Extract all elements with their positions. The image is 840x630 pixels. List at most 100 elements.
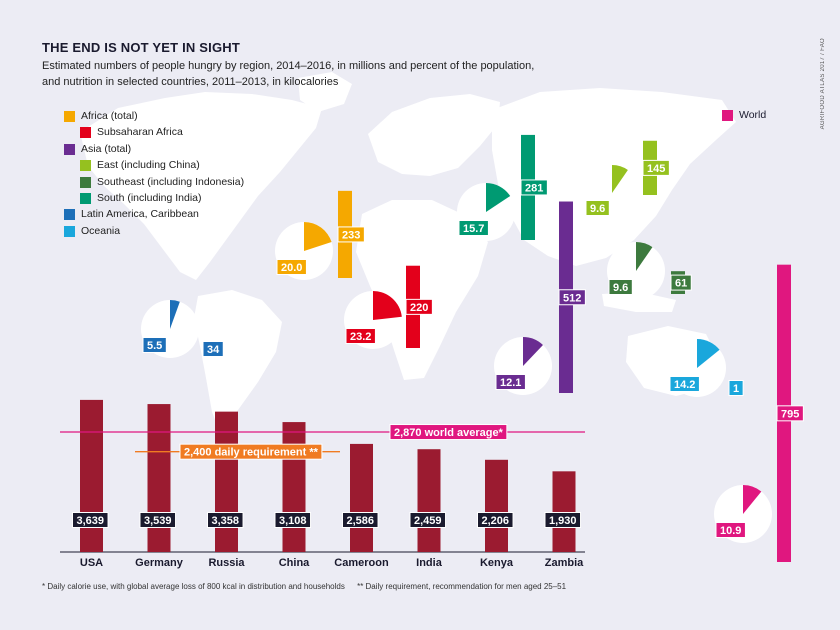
region-east-including-china-percent-label-text: 9.6 (590, 203, 605, 215)
region-world-pie-slice (743, 485, 762, 514)
world-average-label: 2,870 world average* (389, 424, 508, 441)
calorie-bar-india (417, 449, 441, 552)
category-label-cameroon: Cameroon (334, 557, 389, 569)
region-africa-total-percent-label: 20.0 (276, 259, 307, 275)
calorie-value-india: 2,459 (409, 512, 447, 528)
legend-swatch (64, 209, 75, 221)
region-east-including-china-pie-slice (612, 165, 628, 193)
category-label-russia: Russia (208, 557, 245, 569)
region-latin-america-caribbean-value-label: 34 (202, 341, 224, 357)
africa-shape (356, 200, 488, 380)
subtitle-line-2: and nutrition in selected countries, 201… (42, 76, 339, 88)
calorie-value-china-box (274, 512, 312, 528)
calorie-bar-cameroon (350, 443, 373, 552)
legend-label: Africa (total) (81, 110, 138, 122)
legend-label: Latin America, Caribbean (81, 208, 199, 221)
subtitle-line-1: Estimated numbers of people hungry by re… (42, 60, 535, 72)
region-south-including-india-pie-slice (486, 183, 511, 212)
region-east-including-china-value-label-box (642, 159, 670, 176)
region-oceania-value-label-box (728, 380, 744, 396)
world-legend-label: World (739, 109, 767, 121)
calorie-value-usa-box (72, 512, 109, 528)
legend-label: Asia (total) (81, 142, 132, 155)
calorie-value-germany-text: 3,539 (144, 515, 172, 527)
calorie-value-india-text: 2,459 (414, 515, 442, 527)
region-southeast-including-indonesia-pie-slice (636, 242, 653, 271)
region-world-percent-label-text: 10.9 (720, 525, 741, 537)
legend-swatch (80, 160, 91, 172)
region-africa-total-pie-slice (304, 222, 332, 251)
region-oceania-percent-label: 14.2 (669, 376, 700, 392)
calorie-value-usa: 3,639 (72, 512, 109, 528)
category-label-usa: USA (80, 557, 103, 569)
region-asia-total-value-label: 512 (558, 289, 586, 306)
region-east-including-china-percent-label-box (585, 200, 610, 216)
calorie-value-china-text: 3,108 (279, 515, 307, 527)
region-world-value-label: 795 (776, 405, 804, 422)
europe-shape (368, 94, 500, 176)
legend-label: South (including India) (97, 191, 202, 204)
region-subsaharan-africa-value-label-text: 220 (410, 302, 428, 314)
region-subsaharan-africa-percent-label: 23.2 (345, 328, 376, 344)
legend-label: Subsaharan Africa (97, 126, 183, 139)
region-southeast-including-indonesia-value-label-box (670, 274, 692, 291)
calorie-value-kenya-box (477, 512, 514, 528)
daily-requirement-label: 2,400 daily requirement ** (179, 443, 323, 460)
region-latin-america-caribbean-percent-label-text: 5.5 (147, 340, 162, 352)
calorie-bar-russia (215, 411, 238, 552)
calorie-value-cameroon-box (342, 512, 379, 528)
chart-title: THE END IS NOT YET IN SIGHT (42, 40, 241, 55)
calorie-value-germany-box (139, 512, 177, 528)
north-america-shape (80, 92, 322, 280)
calorie-value-russia-box (207, 512, 244, 528)
region-subsaharan-africa-value-label: 220 (405, 298, 433, 315)
calorie-bar-zambia (552, 471, 576, 552)
calorie-value-kenya: 2,206 (477, 512, 514, 528)
calorie-bar-germany (147, 404, 171, 552)
calorie-bar-usa (80, 399, 103, 552)
calorie-value-zambia-box (544, 512, 582, 528)
calorie-bar-kenya (485, 459, 508, 552)
region-east-including-china-percent-label: 9.6 (585, 200, 610, 216)
world-average-label-box (389, 424, 508, 441)
category-label-germany: Germany (135, 557, 184, 569)
region-latin-america-caribbean-value-label-box (202, 341, 224, 357)
greenland-shape (298, 72, 352, 112)
region-subsaharan-africa-value-label-box (405, 298, 433, 315)
calorie-value-cameroon: 2,586 (342, 512, 379, 528)
world-legend-swatch (722, 110, 733, 121)
calorie-value-russia-text: 3,358 (212, 515, 240, 527)
legend-swatch (64, 143, 75, 155)
legend-swatch (80, 192, 91, 204)
legend-swatch (80, 127, 91, 139)
region-south-including-india-value-label-box (520, 179, 548, 196)
region-southeast-including-indonesia-percent-label: 9.6 (608, 279, 633, 295)
region-world-percent-label-box (715, 522, 746, 538)
daily-requirement-label-box (179, 443, 323, 460)
region-subsaharan-africa-pie-slice (373, 291, 402, 320)
indonesia-shape (602, 292, 676, 312)
region-asia-total-value-label-box (558, 289, 586, 306)
region-latin-america-caribbean-percent-label: 5.5 (142, 337, 167, 353)
region-southeast-including-indonesia-value-label: 61 (670, 274, 692, 291)
calorie-value-zambia-text: 1,930 (549, 515, 577, 527)
category-label-china: China (279, 557, 310, 569)
footnote-daily-requirement: ** Daily requirement, recommendation for… (357, 582, 567, 591)
region-subsaharan-africa-percent-label-text: 23.2 (350, 331, 371, 343)
region-oceania-percent-label-box (669, 376, 700, 392)
region-africa-total-value-label-text: 233 (342, 229, 360, 241)
chart-subtitle: Estimated numbers of people hungry by re… (42, 58, 602, 90)
region-southeast-including-indonesia-percent-label-box (608, 279, 633, 295)
region-world-value-label-box (776, 405, 804, 422)
calorie-value-kenya-text: 2,206 (482, 515, 510, 527)
region-south-including-india-value-label-text: 281 (525, 182, 543, 194)
region-asia-total-percent-label: 12.1 (495, 374, 526, 390)
region-south-including-india-percent-label-box (458, 220, 489, 236)
legend-label: Southeast (including Indonesia) (97, 175, 245, 188)
region-south-including-india-percent-label: 15.7 (458, 220, 489, 236)
region-africa-total-percent-label-text: 20.0 (281, 262, 302, 274)
region-latin-america-caribbean-pie-slice (170, 300, 180, 329)
world-average-label-text: 2,870 world average* (394, 427, 504, 439)
